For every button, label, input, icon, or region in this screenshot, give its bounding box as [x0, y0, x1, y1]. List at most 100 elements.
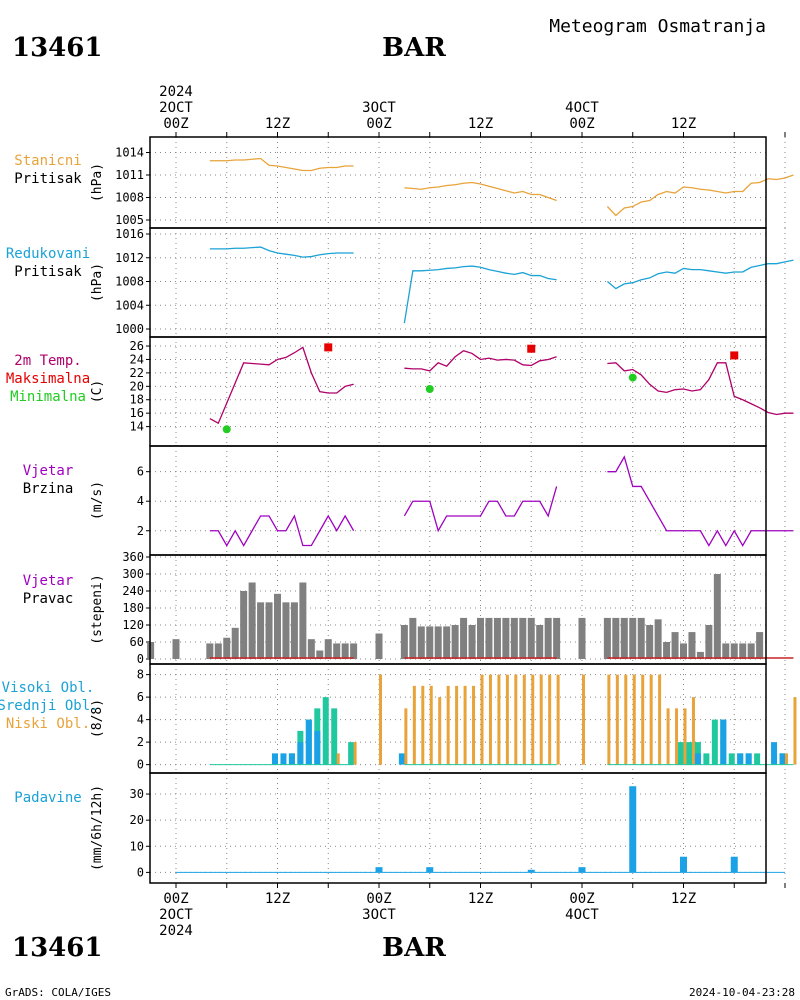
direction-bar: [257, 602, 265, 659]
series-line: [606, 174, 794, 217]
direction-bar: [730, 643, 738, 659]
cloud-bar: [683, 708, 687, 765]
cloud-bar: [404, 708, 408, 765]
y-tick-label: 2: [137, 735, 144, 749]
cloud-bar: [686, 742, 693, 765]
y-tick-label: 120: [122, 618, 144, 632]
legend-label: Niski Obl.: [6, 716, 90, 732]
cloud-bar: [522, 674, 526, 765]
direction-bar: [502, 617, 510, 659]
direction-bar: [578, 617, 586, 659]
series-line: [607, 362, 794, 416]
x-label-top: 12Z: [468, 116, 493, 132]
series-line: [209, 514, 355, 547]
cloud-bar: [615, 674, 619, 765]
cloud-bar: [463, 685, 467, 765]
series-line: [607, 455, 794, 547]
cloud-bar: [412, 685, 416, 765]
legend-label: Redukovani: [6, 246, 90, 262]
direction-bar: [409, 617, 417, 659]
direction-bar: [324, 639, 332, 659]
cloud-bar: [379, 674, 382, 765]
tmin-marker: [628, 373, 637, 382]
series-line: [209, 246, 354, 258]
cloud-bar: [607, 674, 611, 765]
y-tick-label: 18: [130, 393, 144, 407]
direction-bar: [206, 643, 214, 659]
cloud-bar: [539, 674, 543, 765]
y-axis-label: (m/s): [90, 481, 105, 520]
direction-bar: [240, 591, 248, 659]
series-line: [209, 157, 354, 172]
direction-bar: [299, 582, 307, 659]
y-tick-label: 14: [130, 420, 144, 434]
panel-6: 0 10 20 30 (mm/6h/12h) Padavine: [14, 772, 786, 884]
cloud-bar: [703, 753, 710, 765]
cloud-bar: [582, 674, 585, 765]
station-name-top: BAR: [382, 33, 446, 63]
cloud-bar: [745, 753, 752, 765]
timestamp-text: 2024-10-04-23:28: [689, 986, 795, 999]
y-tick-label: 180: [122, 601, 144, 615]
y-tick-label: 22: [130, 366, 144, 380]
direction-bar: [248, 582, 256, 659]
direction-bar: [527, 617, 535, 659]
legend-label: Maksimalna: [6, 371, 90, 387]
y-tick-label: 30: [130, 787, 144, 801]
x-label-bottom: 12Z: [468, 891, 493, 907]
panel-0: 1005 1008 1011 1014 (hPa) Stanicni Pritisak: [14, 136, 794, 229]
legend-label: 2m Temp.: [14, 353, 81, 369]
cloud-bar: [297, 742, 304, 765]
direction-bar: [705, 625, 713, 659]
cloud-bar: [514, 674, 518, 765]
legend-label: Brzina: [23, 481, 74, 497]
direction-bar: [231, 627, 239, 659]
cloud-bar: [649, 674, 653, 765]
direction-bar: [510, 617, 518, 659]
legend-label: Srednji Obl.: [0, 698, 99, 714]
series-line: [404, 350, 557, 372]
panels-layer: 1005100810111014(hPa)StanicniPritisak100…: [0, 136, 797, 884]
precip-bar: [629, 786, 637, 873]
y-tick-label: 60: [130, 635, 144, 649]
direction-bar: [172, 639, 180, 659]
cloud-bar: [331, 708, 338, 765]
precip-bar: [375, 867, 383, 873]
direction-bar: [654, 619, 662, 659]
direction-bar: [671, 632, 679, 659]
cloud-bar: [472, 685, 476, 765]
y-tick-label: 240: [122, 584, 144, 598]
cloud-bar: [691, 697, 695, 765]
x-label-bottom: 00Z: [163, 891, 188, 907]
y-tick-label: 1005: [115, 213, 144, 227]
direction-bar: [663, 642, 671, 659]
y-tick-label: 1000: [115, 322, 144, 336]
direction-bar: [688, 632, 696, 659]
x-label-top: 12Z: [265, 116, 290, 132]
legend-label: Pritisak: [14, 171, 82, 187]
direction-bar: [417, 626, 425, 659]
legend-label: Vjetar: [23, 573, 74, 589]
cloud-bar: [624, 674, 628, 765]
y-tick-label: 2: [137, 524, 144, 538]
direction-bar: [739, 643, 747, 659]
cloud-bar: [754, 753, 761, 765]
direction-bar: [756, 632, 764, 659]
legend-label: Padavine: [14, 790, 81, 806]
panel-frame: [149, 227, 767, 338]
direction-bar: [680, 643, 687, 659]
direction-bar: [443, 626, 451, 659]
y-axis-label: (C): [90, 380, 105, 403]
y-tick-label: 24: [130, 352, 144, 366]
x-label-top: 12Z: [671, 116, 696, 132]
cloud-bar: [675, 708, 679, 765]
legend-label: Visoki Obl.: [2, 680, 95, 696]
direction-bar: [544, 617, 552, 659]
cloud-bar: [632, 674, 636, 765]
x-label-bottom: 3OCT: [362, 907, 396, 923]
x-label-bottom: 2024: [159, 923, 193, 939]
cloud-bar: [336, 753, 340, 765]
station-id-bottom: 13461: [12, 933, 102, 963]
cloud-bar: [505, 674, 509, 765]
